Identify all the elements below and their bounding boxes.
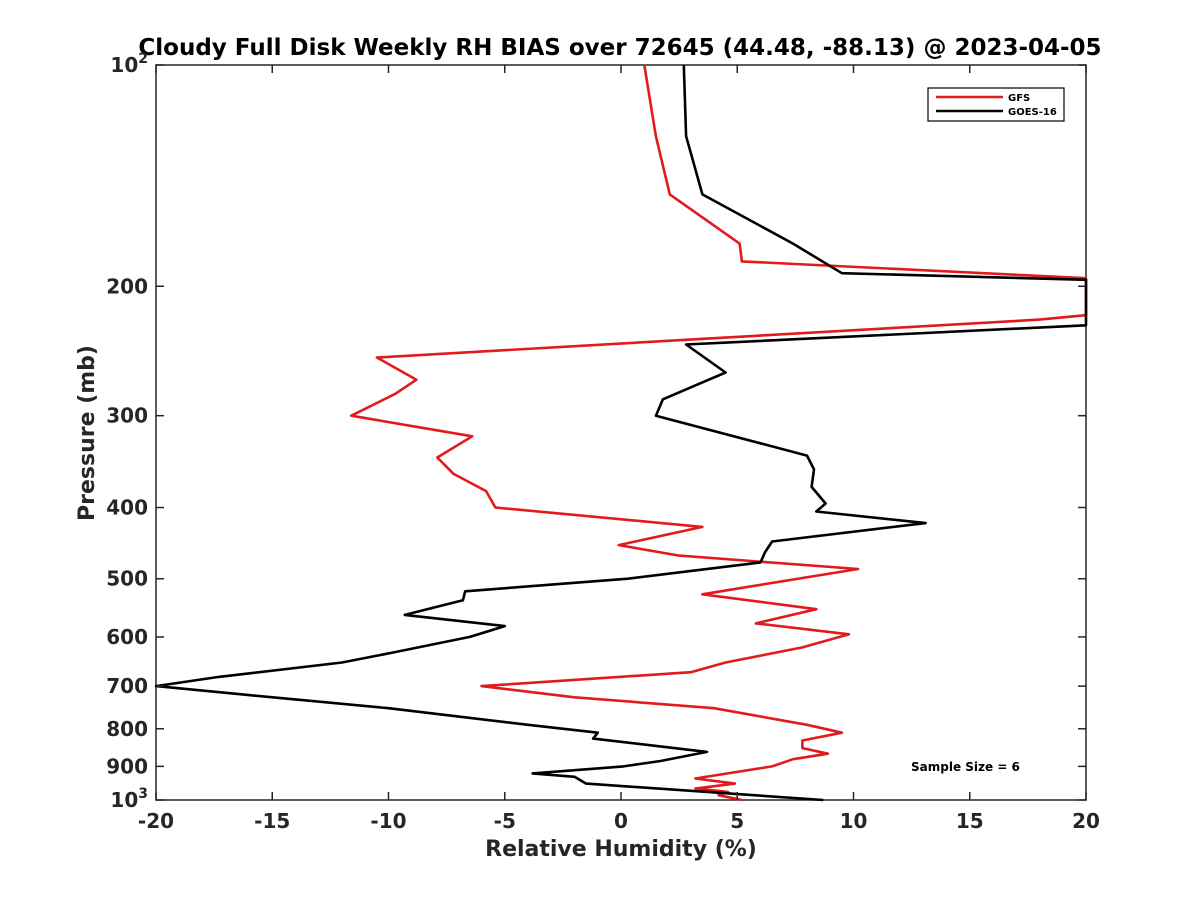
y-tick-label: 103 <box>110 786 148 812</box>
y-tick-label: 700 <box>106 674 148 698</box>
x-tick-label: -15 <box>254 809 290 833</box>
legend-box <box>927 87 1065 122</box>
chart-title: Cloudy Full Disk Weekly RH BIAS over 726… <box>138 35 1101 61</box>
y-tick-label: 400 <box>106 496 148 520</box>
x-axis: -20 -15 -10 -5 0 5 10 15 20 <box>138 65 1100 833</box>
series-layer <box>154 64 1088 802</box>
y-tick-label: 200 <box>106 274 148 298</box>
legend-label-goes16: GOES-16 <box>1008 107 1057 118</box>
y-tick-label: 300 <box>106 404 148 428</box>
series-line-gfs <box>349 64 1088 802</box>
x-tick-label: -20 <box>138 809 174 833</box>
y-axis-title: Pressure (mb) <box>75 345 100 521</box>
legend-label-gfs: GFS <box>1008 93 1030 104</box>
y-axis: 102 200 300 400 500 600 700 800 900 103 <box>106 51 1086 812</box>
x-tick-label: 0 <box>614 809 628 833</box>
x-tick-label: 10 <box>840 809 868 833</box>
x-axis-title: Relative Humidity (%) <box>485 837 757 862</box>
x-tick-label: 20 <box>1072 809 1100 833</box>
sample-size-note: Sample Size = 6 <box>911 760 1020 774</box>
x-tick-label: -5 <box>494 809 516 833</box>
x-tick-label: -10 <box>370 809 406 833</box>
y-tick-label: 900 <box>106 754 148 778</box>
y-tick-label: 800 <box>106 717 148 741</box>
x-tick-label: 15 <box>956 809 984 833</box>
y-tick-label: 500 <box>106 567 148 591</box>
plot-area <box>155 64 1087 801</box>
x-tick-label: 5 <box>730 809 744 833</box>
y-tick-label: 600 <box>106 625 148 649</box>
y-tick-label: 102 <box>110 51 148 77</box>
legend: GFS GOES-16 <box>927 87 1065 122</box>
series-line-goes16 <box>154 64 1088 802</box>
